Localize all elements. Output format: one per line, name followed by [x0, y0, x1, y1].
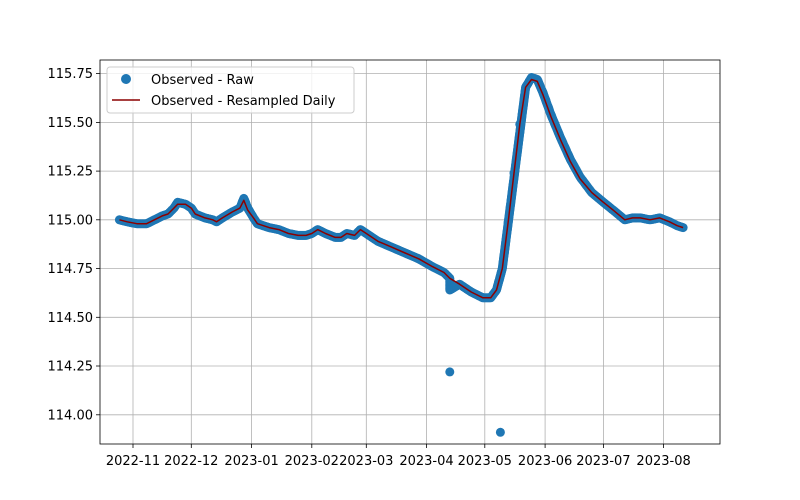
- y-tick-label: 114.75: [48, 262, 94, 277]
- y-tick-label: 114.25: [48, 360, 94, 375]
- y-axis: 114.00 114.25 114.50 114.75 115.00 115.25 115.…: [48, 67, 100, 423]
- x-axis: 2022-11 2022-12 2023-01 2023-02 2023-03 2023-…: [106, 444, 691, 469]
- x-tick-label: 2023-05: [458, 454, 512, 469]
- legend-label-resampled: Observed - Resampled Daily: [151, 94, 336, 109]
- y-tick-label: 115.00: [48, 213, 94, 228]
- y-tick-label: 114.50: [48, 311, 94, 326]
- plot-frame: [99, 59, 721, 445]
- x-tick-label: 2023-08: [636, 454, 690, 469]
- x-tick-label: 2022-12: [164, 454, 218, 469]
- grid-lines: [100, 60, 720, 444]
- resampled-series-line: [119, 78, 684, 299]
- x-tick-label: 2023-03: [339, 454, 393, 469]
- legend-label-raw: Observed - Raw: [151, 73, 254, 88]
- raw-point: [445, 367, 455, 377]
- x-tick-label: 2023-02: [285, 454, 339, 469]
- legend: Observed - Raw Observed - Resampled Dail…: [106, 66, 355, 114]
- x-tick-label: 2023-07: [576, 454, 630, 469]
- x-tick-label: 2023-06: [518, 454, 572, 469]
- y-tick-label: 114.00: [48, 408, 94, 423]
- x-tick-label: 2023-04: [399, 454, 453, 469]
- raw-point: [495, 427, 505, 437]
- y-tick-label: 115.50: [48, 116, 94, 131]
- x-tick-label: 2023-01: [224, 454, 278, 469]
- legend-marker-raw: [121, 74, 131, 84]
- y-tick-label: 115.75: [48, 67, 94, 82]
- legend-box: [106, 66, 355, 114]
- y-tick-label: 115.25: [48, 165, 94, 180]
- x-tick-label: 2022-11: [106, 454, 160, 469]
